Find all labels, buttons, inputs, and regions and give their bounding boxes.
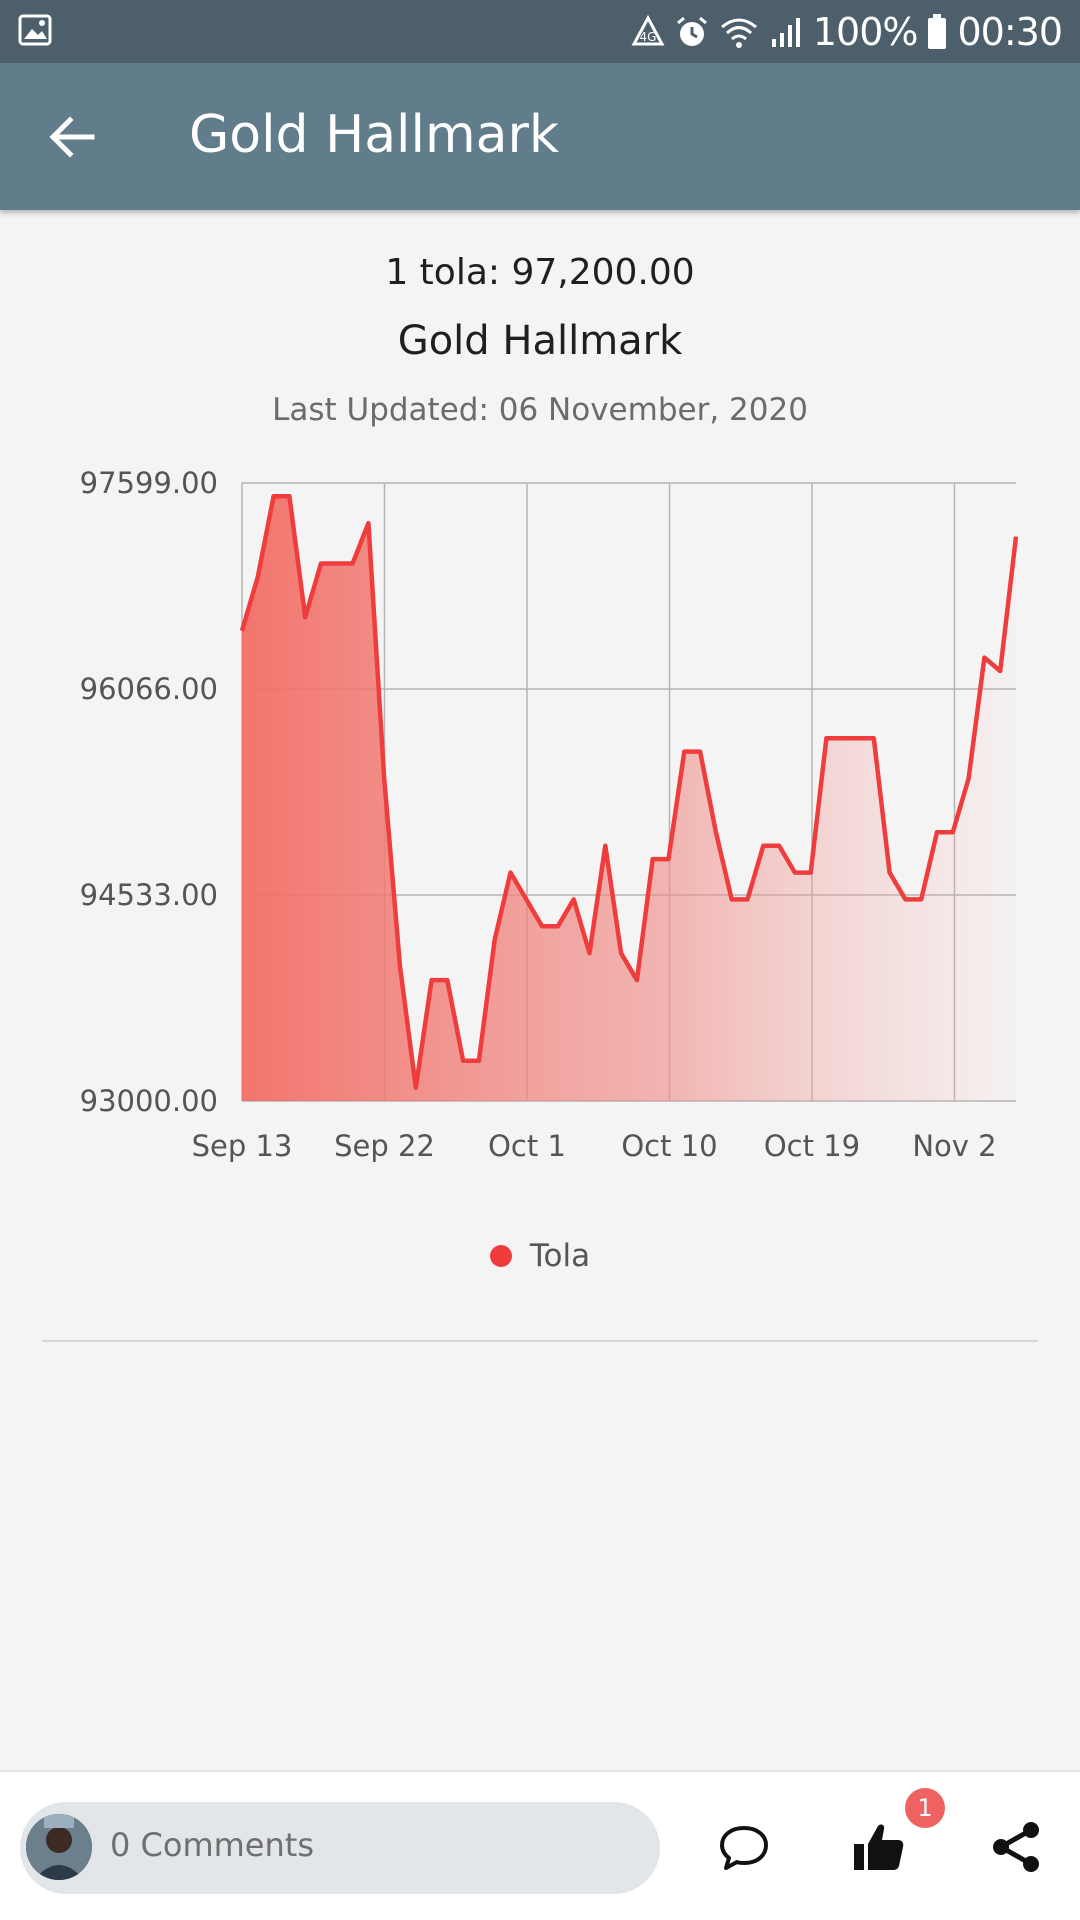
gallery-icon	[18, 14, 52, 46]
series-area-tola	[242, 496, 1016, 1101]
status-bar: 4G 100% 00:30	[0, 0, 1080, 63]
legend-marker	[489, 1245, 512, 1267]
comment-input[interactable]: 0 Comments	[20, 1802, 660, 1894]
page-title: Gold Hallmark	[189, 105, 559, 165]
app-bar: Gold Hallmark	[0, 63, 1080, 210]
chart-title: Gold Hallmark	[397, 318, 683, 364]
last-updated: Last Updated: 06 November, 2020	[272, 392, 808, 428]
battery-percent: 100%	[812, 10, 919, 54]
like-count-badge: 1	[905, 1788, 945, 1828]
alarm-icon	[676, 16, 707, 46]
y-tick-label: 94533.00	[80, 878, 218, 912]
chart-legend: Tola	[0, 1238, 1080, 1274]
battery-icon	[928, 14, 947, 49]
tola-price: 1 tola: 97,200.00	[385, 252, 695, 293]
price-chart: 97599.00 96066.00 94533.00 93000.00 Sep 13 S…	[80, 466, 1019, 1163]
comment-icon[interactable]	[715, 1818, 773, 1876]
arrow-back-icon[interactable]	[46, 111, 98, 163]
series-line-tola	[239, 494, 1019, 1090]
signal-icon	[771, 18, 800, 47]
x-tick-label: Oct 19	[764, 1129, 860, 1163]
bottom-bar: 0 Comments 1	[0, 1770, 1080, 1920]
clock: 00:30	[957, 10, 1063, 54]
y-tick-label: 93000.00	[80, 1084, 218, 1118]
y-tick-label: 96066.00	[80, 672, 218, 706]
divider	[42, 1340, 1038, 1342]
y-tick-label: 97599.00	[80, 466, 218, 500]
avatar	[26, 1814, 92, 1880]
status-icons: 4G 100% 00:30	[631, 8, 1063, 56]
x-tick-label: Oct 10	[621, 1129, 717, 1163]
x-tick-label: Oct 1	[488, 1129, 566, 1163]
share-icon[interactable]	[987, 1818, 1045, 1876]
svg-text:4G: 4G	[639, 30, 656, 44]
data-saver-icon: 4G	[631, 15, 665, 46]
x-tick-label: Sep 13	[192, 1129, 293, 1163]
comments-count-label: 0 Comments	[110, 1826, 314, 1864]
x-tick-label: Sep 22	[334, 1129, 435, 1163]
like-icon[interactable]	[850, 1818, 908, 1876]
x-tick-label: Nov 2	[912, 1129, 996, 1163]
wifi-icon	[720, 18, 757, 48]
legend-label: Tola	[529, 1238, 591, 1274]
